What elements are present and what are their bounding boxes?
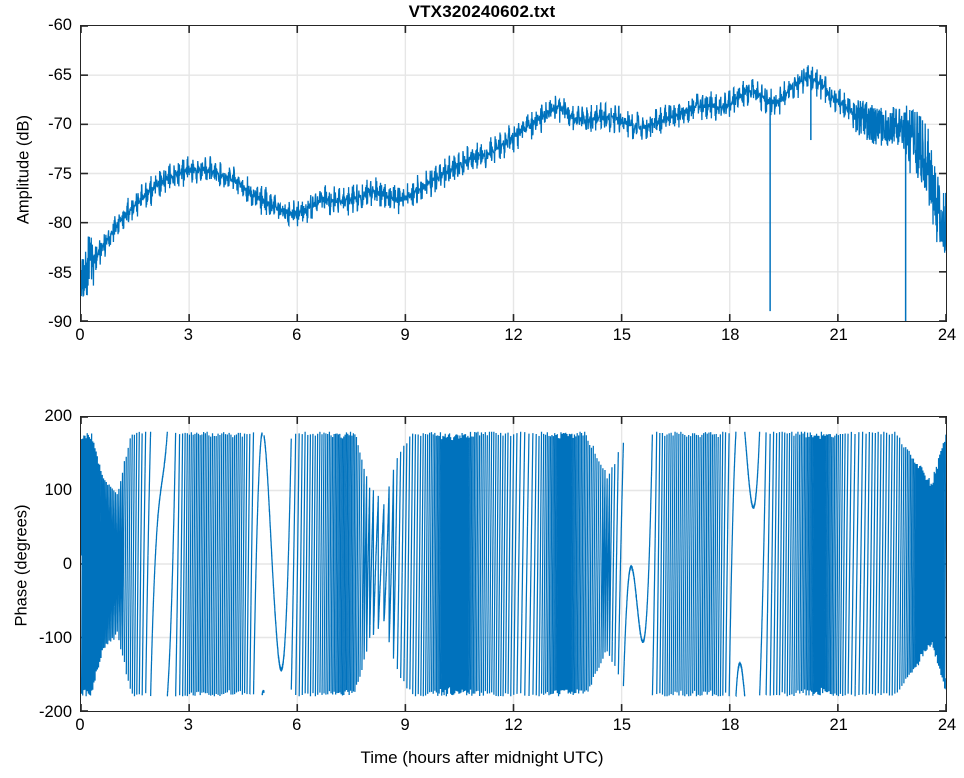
x-tick-label: 15 (612, 326, 632, 344)
x-tick-label: 24 (937, 326, 957, 344)
amplitude-x-tick-labels: 0 3 6 9 12 15 18 21 24 (75, 326, 956, 352)
y-tick-label: 100 (44, 480, 72, 499)
amplitude-trace-svg (81, 26, 946, 321)
x-tick-label: 21 (829, 326, 848, 344)
amplitude-y-tick-labels: -90 -85 -80 -75 -70 -65 -60 (4, 17, 72, 330)
y-tick-label: -60 (48, 15, 72, 34)
x-tick-label: 12 (504, 326, 523, 344)
amplitude-trace (81, 65, 946, 297)
y-tick-label: -90 (48, 312, 72, 331)
y-tick-label: -80 (48, 213, 72, 232)
y-tick-label: -70 (48, 114, 72, 133)
y-tick-label: -100 (38, 628, 72, 647)
y-tick-label: 0 (62, 554, 72, 573)
y-tick-label: -85 (48, 263, 72, 282)
y-tick-label: -75 (48, 164, 72, 183)
x-tick-label: 0 (75, 716, 85, 734)
x-tick-label: 9 (400, 326, 410, 344)
x-tick-label: 12 (504, 716, 523, 734)
x-tick-label: 3 (183, 716, 193, 734)
x-tick-label: 24 (937, 716, 957, 734)
x-tick-label: 18 (721, 326, 740, 344)
y-tick-label: -200 (38, 702, 72, 721)
x-tick-label: 6 (292, 716, 302, 734)
y-tick-label: -65 (48, 65, 72, 84)
x-tick-label: 3 (183, 326, 193, 344)
x-tick-label: 9 (400, 716, 410, 734)
phase-plot-area (80, 416, 947, 712)
x-tick-label: 15 (612, 716, 632, 734)
x-tick-label: 18 (721, 716, 740, 734)
figure-title: VTX320240602.txt (408, 2, 556, 21)
phase-x-tick-labels: 0 3 6 9 12 15 18 21 24 (75, 716, 956, 742)
y-tick-label: 200 (44, 406, 72, 425)
phase-trace-svg (81, 417, 946, 711)
phase-trace (81, 431, 946, 697)
x-tick-label: 0 (75, 326, 85, 344)
amplitude-plot-area (80, 25, 947, 322)
phase-y-tick-labels: -200 -100 0 100 200 (4, 408, 72, 720)
x-tick-label: 6 (292, 326, 302, 344)
x-tick-label: 21 (829, 716, 848, 734)
time-axis-label: Time (hours after midnight UTC) (360, 748, 604, 767)
